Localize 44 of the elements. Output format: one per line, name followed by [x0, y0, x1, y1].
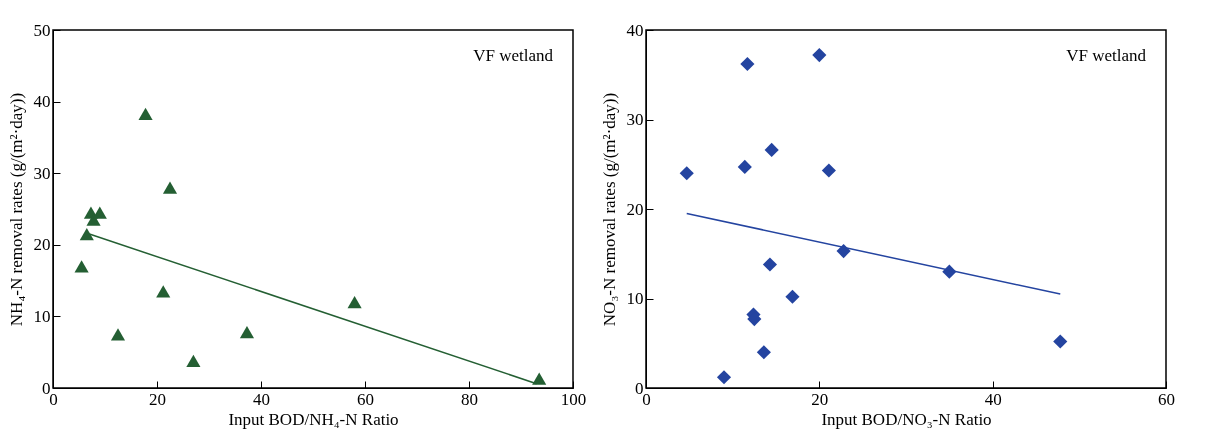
point	[737, 159, 752, 175]
y-tick-label: 40	[33, 92, 51, 112]
y-tick-label: 40	[626, 20, 644, 40]
y-tick-label: 10	[626, 289, 644, 308]
x-axis-title: Input BOD/NO₃-N Ratio	[821, 409, 992, 429]
annotation: VF wetland	[1066, 46, 1147, 65]
point	[79, 227, 94, 241]
point	[716, 370, 732, 385]
y-tick-label: 10	[33, 306, 51, 326]
point	[756, 345, 771, 360]
annotation: VF wetland	[473, 46, 554, 65]
point	[162, 181, 178, 194]
x-tick-label: 80	[461, 389, 478, 409]
y-tick-label: 30	[33, 163, 51, 183]
point	[812, 47, 827, 63]
y-axis-title: NO₃-N removal rates (g/(m²·day))	[599, 92, 619, 327]
x-tick-label: 20	[149, 389, 166, 409]
x-tick-label: 60	[357, 389, 374, 409]
point	[347, 295, 362, 309]
point	[1053, 334, 1068, 349]
x-tick-label: 40	[984, 389, 1002, 409]
y-tick-label: 20	[33, 235, 51, 255]
point	[679, 166, 694, 181]
point	[821, 163, 836, 178]
y-tick-label: 50	[33, 20, 51, 40]
point	[110, 328, 126, 341]
x-tick-label: 100	[560, 389, 587, 409]
point	[138, 107, 153, 120]
point	[186, 354, 201, 367]
point	[156, 285, 171, 298]
x-tick-label: 40	[253, 389, 270, 409]
x-axis-title: Input BOD/NH₄-N Ratio	[228, 409, 399, 429]
point	[532, 372, 547, 385]
point	[74, 260, 89, 273]
point	[764, 142, 779, 157]
y-tick-label: 30	[626, 110, 644, 129]
point	[785, 289, 800, 304]
point	[239, 326, 255, 339]
point	[762, 257, 777, 272]
y-tick-label: 20	[626, 199, 644, 219]
x-tick-label: 60	[1158, 389, 1175, 409]
y-axis-title: NH₄-N removal rates (g/(m²·day))	[6, 92, 26, 327]
x-tick-label: 20	[811, 389, 829, 409]
point	[740, 56, 755, 72]
